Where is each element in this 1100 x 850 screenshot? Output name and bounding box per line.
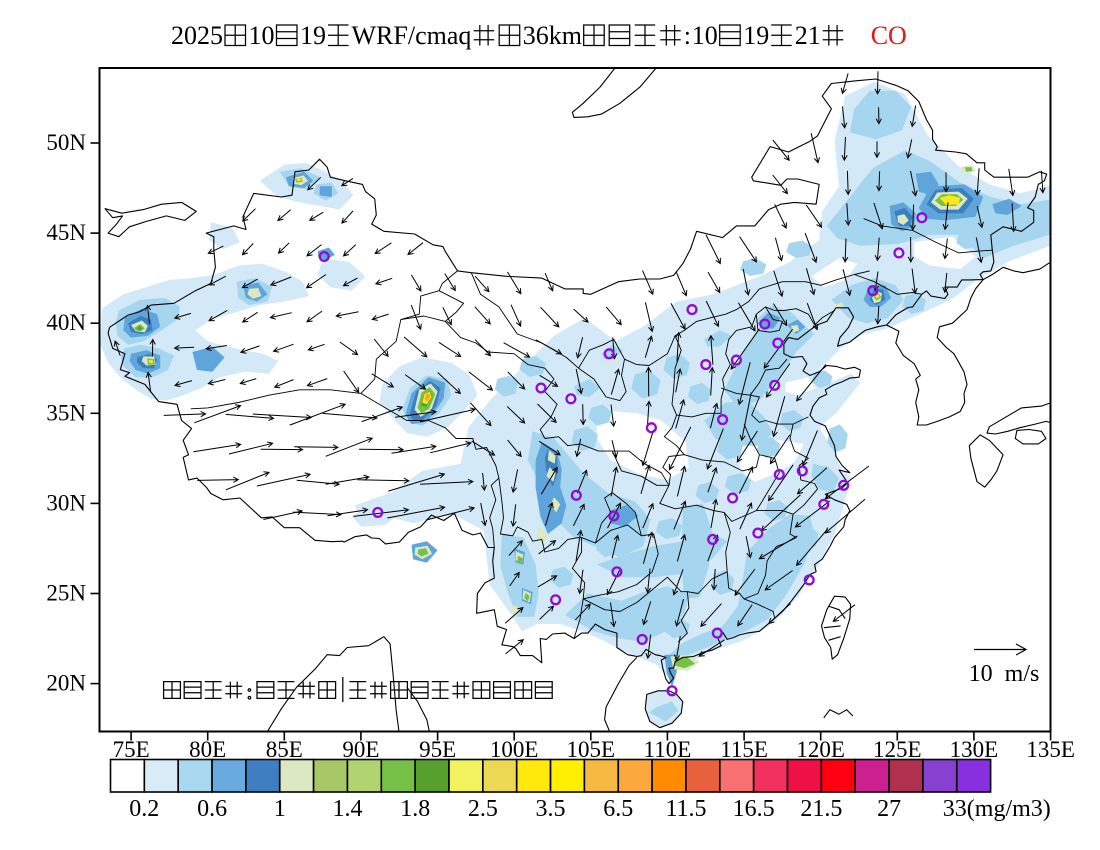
svg-text:1.8: 1.8 <box>400 796 430 822</box>
svg-text:10: 10 <box>249 21 275 50</box>
svg-text:40N: 40N <box>46 310 86 335</box>
svg-text:50N: 50N <box>46 130 86 155</box>
svg-text:115E: 115E <box>720 737 768 762</box>
svg-text:WRF/cmaq: WRF/cmaq <box>352 21 472 50</box>
svg-text:2.5: 2.5 <box>468 796 498 822</box>
svg-text:80E: 80E <box>189 737 226 762</box>
svg-text:1.4: 1.4 <box>333 796 363 822</box>
svg-text:75E: 75E <box>113 737 150 762</box>
svg-text:2025: 2025 <box>171 21 223 50</box>
svg-text:6.5: 6.5 <box>603 796 633 822</box>
svg-text:95E: 95E <box>419 737 456 762</box>
svg-text::: : <box>246 679 252 704</box>
svg-text:25N: 25N <box>46 581 86 606</box>
svg-text:35N: 35N <box>46 400 86 425</box>
svg-text:100E: 100E <box>490 737 539 762</box>
svg-text:0.6: 0.6 <box>197 796 227 822</box>
svg-text:3.5: 3.5 <box>536 796 566 822</box>
svg-text:10 m/s: 10 m/s <box>969 661 1040 687</box>
svg-text:45N: 45N <box>46 220 86 245</box>
svg-text:11.5: 11.5 <box>665 796 706 822</box>
svg-text:110E: 110E <box>644 737 692 762</box>
svg-text:19: 19 <box>743 21 769 50</box>
svg-text:85E: 85E <box>266 737 303 762</box>
svg-text:10: 10 <box>692 21 718 50</box>
svg-text:30N: 30N <box>46 490 86 515</box>
svg-text:16.5: 16.5 <box>733 796 775 822</box>
svg-text:36km: 36km <box>523 21 582 50</box>
svg-text:135E: 135E <box>1026 737 1075 762</box>
svg-text:0.2: 0.2 <box>129 796 159 822</box>
svg-text:33(mg/m3): 33(mg/m3) <box>943 796 1051 822</box>
svg-text:20N: 20N <box>46 671 86 696</box>
svg-text:125E: 125E <box>873 737 922 762</box>
svg-text:21: 21 <box>795 21 821 50</box>
svg-text:130E: 130E <box>950 737 999 762</box>
svg-text:1: 1 <box>274 796 286 822</box>
svg-text:CO: CO <box>871 21 907 50</box>
svg-text:21.5: 21.5 <box>800 796 842 822</box>
svg-text::: : <box>684 21 691 50</box>
svg-text:105E: 105E <box>567 737 616 762</box>
svg-text:120E: 120E <box>796 737 845 762</box>
svg-text:27: 27 <box>877 796 901 822</box>
svg-text:90E: 90E <box>342 737 379 762</box>
svg-text:19: 19 <box>300 21 326 50</box>
